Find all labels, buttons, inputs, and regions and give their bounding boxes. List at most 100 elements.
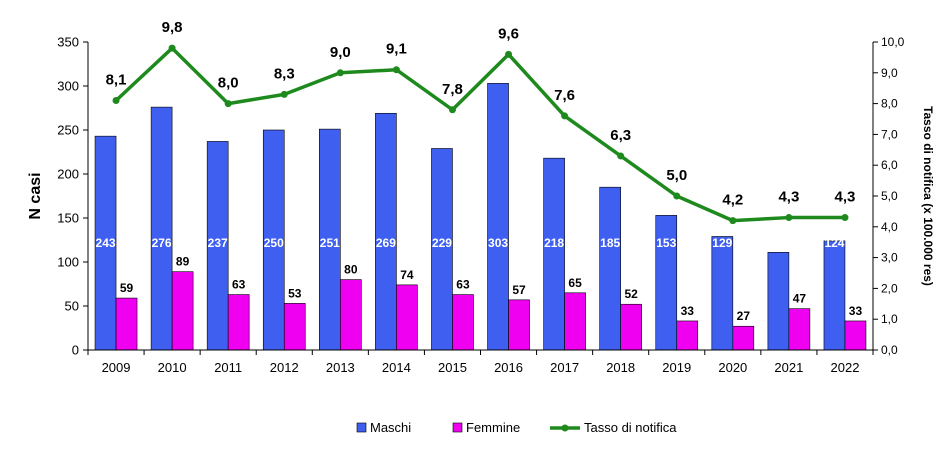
bar-maschi (767, 252, 790, 351)
rate-point (617, 152, 625, 160)
data-label-femmine: 52 (624, 287, 638, 301)
x-axis-ticks: 2009 2010 2011 2012 2013 2014 2015 2016 2017 2018… (87, 350, 874, 375)
x-tick-label: 2021 (774, 360, 803, 375)
y2-tick-label: 6,0 (881, 158, 898, 172)
data-label-tasso: 9,8 (162, 19, 183, 36)
data-label-tasso: 6,3 (610, 127, 631, 144)
bar-femmine (564, 292, 586, 351)
rate-point (729, 217, 737, 225)
y2-tick-label: 4,0 (881, 220, 898, 234)
bars-layer: 243 59 276 89 237 63 250 53 251 80 269 74 229 63 303 57… (94, 83, 867, 351)
bar-maschi (543, 157, 565, 351)
data-label-femmine: 80 (344, 263, 358, 277)
data-label-femmine: 47 (793, 292, 807, 306)
data-label-femmine: 33 (849, 304, 863, 318)
legend-swatch-maschi (356, 422, 367, 433)
left-axis-ticks: 0 50 100 150 200 250 300 350 (57, 35, 88, 358)
data-label-maschi: 303 (488, 236, 508, 250)
rate-point (785, 214, 793, 222)
bar-femmine (788, 308, 811, 351)
rate-line (114, 46, 845, 223)
rate-point (561, 112, 569, 120)
rate-point (280, 90, 288, 98)
data-label-femmine: 53 (288, 286, 302, 300)
data-label-tasso: 8,1 (106, 72, 127, 89)
data-label-maschi: 153 (656, 236, 676, 250)
legend-label-tasso: Tasso di notifica (584, 420, 677, 435)
rate-point (448, 106, 456, 114)
y2-tick-label: 9,0 (881, 66, 898, 80)
y2-tick-label: 10,0 (881, 35, 905, 49)
data-label-femmine: 65 (568, 276, 582, 290)
y2-tick-label: 5,0 (881, 189, 898, 203)
x-tick-label: 2016 (494, 360, 523, 375)
data-label-tasso: 5,0 (666, 167, 687, 184)
y-tick-label: 50 (65, 299, 79, 314)
data-label-tasso: 7,8 (442, 81, 463, 98)
x-tick-label: 2014 (382, 360, 411, 375)
bar-maschi (487, 83, 509, 351)
x-tick-label: 2009 (102, 360, 131, 375)
data-label-tasso: 8,0 (218, 75, 239, 92)
data-label-femmine: 89 (176, 255, 190, 269)
data-label-tasso: 4,2 (722, 192, 743, 209)
data-label-maschi: 269 (376, 236, 396, 250)
data-label-femmine: 27 (737, 309, 751, 323)
legend-swatch-tasso-marker (561, 424, 569, 432)
x-tick-label: 2018 (606, 360, 635, 375)
data-label-femmine: 63 (232, 278, 246, 292)
rate-point (112, 97, 120, 105)
y-tick-label: 350 (57, 35, 79, 50)
y2-tick-label: 1,0 (881, 312, 898, 326)
y-tick-label: 250 (57, 123, 79, 138)
data-label-maschi: 237 (208, 236, 228, 250)
data-label-tasso: 9,1 (386, 41, 407, 58)
data-label-maschi: 185 (600, 236, 620, 250)
rate-point (224, 100, 232, 108)
right-axis-ticks: 0,0 1,0 2,0 3,0 4,0 5,0 6,0 7,0 8,0 9,0 10,0 (873, 35, 905, 357)
bar-maschi (711, 236, 734, 351)
y2-tick-label: 8,0 (881, 97, 898, 111)
rate-point (673, 192, 681, 200)
data-label-maschi: 243 (96, 236, 116, 250)
bar-maschi (375, 112, 397, 351)
y-tick-label: 150 (57, 211, 79, 226)
bar-maschi (150, 106, 173, 351)
y-tick-label: 200 (57, 167, 79, 182)
data-label-maschi: 250 (264, 236, 284, 250)
data-label-maschi: 129 (712, 236, 732, 250)
data-label-maschi: 124 (824, 236, 844, 250)
bar-femmine (227, 294, 250, 351)
data-label-femmine: 33 (681, 304, 695, 318)
axes-layer (87, 42, 874, 351)
x-tick-label: 2017 (550, 360, 579, 375)
data-label-tasso: 9,6 (498, 25, 519, 42)
y-tick-label: 100 (57, 255, 79, 270)
rate-point (336, 69, 344, 77)
legend: Maschi Femmine Tasso di notifica (356, 420, 677, 435)
data-label-tasso: 8,3 (274, 65, 295, 82)
y2-tick-label: 7,0 (881, 127, 898, 141)
bar-femmine (508, 299, 530, 351)
data-label-tasso: 9,0 (330, 44, 351, 61)
y-axis-title: N casi (27, 172, 44, 219)
bar-maschi (599, 186, 621, 351)
bar-femmine (844, 320, 867, 351)
bar-femmine (340, 279, 362, 351)
y2-tick-label: 0,0 (881, 343, 898, 357)
bar-femmine (676, 320, 699, 351)
bar-femmine (283, 303, 306, 351)
x-tick-label: 2020 (718, 360, 747, 375)
data-label-maschi: 229 (432, 236, 452, 250)
data-label-femmine: 63 (456, 278, 470, 292)
bar-femmine (620, 303, 642, 351)
bar-maschi (823, 240, 846, 351)
data-label-maschi: 276 (152, 236, 172, 250)
data-label-maschi: 218 (544, 236, 564, 250)
bar-femmine (115, 297, 138, 351)
legend-swatch-femmine (452, 422, 463, 433)
y2-tick-label: 3,0 (881, 251, 898, 265)
x-tick-label: 2019 (662, 360, 691, 375)
bar-femmine (452, 294, 474, 351)
